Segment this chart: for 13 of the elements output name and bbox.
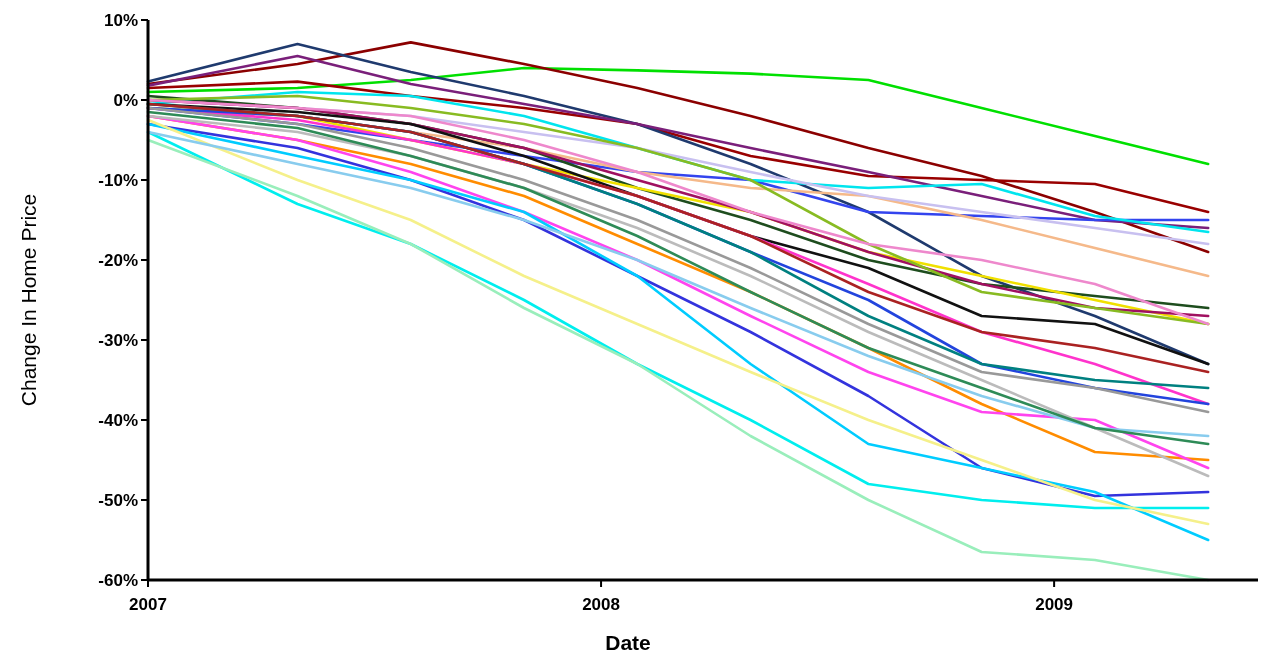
y-tick-label: -60% bbox=[98, 570, 138, 590]
y-tick-label: -50% bbox=[98, 490, 138, 510]
x-tick-label: 2009 bbox=[1035, 595, 1074, 614]
y-tick-label: -40% bbox=[98, 410, 138, 430]
y-axis-title: Change In Home Price bbox=[17, 193, 40, 407]
x-tick-label: 2007 bbox=[129, 595, 167, 614]
y-tick-label: -30% bbox=[98, 330, 138, 350]
x-axis-title: Date bbox=[605, 631, 651, 654]
y-tick-label: 0% bbox=[113, 90, 138, 110]
x-tick-label: 2008 bbox=[582, 595, 620, 614]
y-tick-label: 10% bbox=[103, 10, 138, 30]
y-tick-label: -10% bbox=[98, 170, 138, 190]
y-tick-label: -20% bbox=[98, 250, 138, 270]
